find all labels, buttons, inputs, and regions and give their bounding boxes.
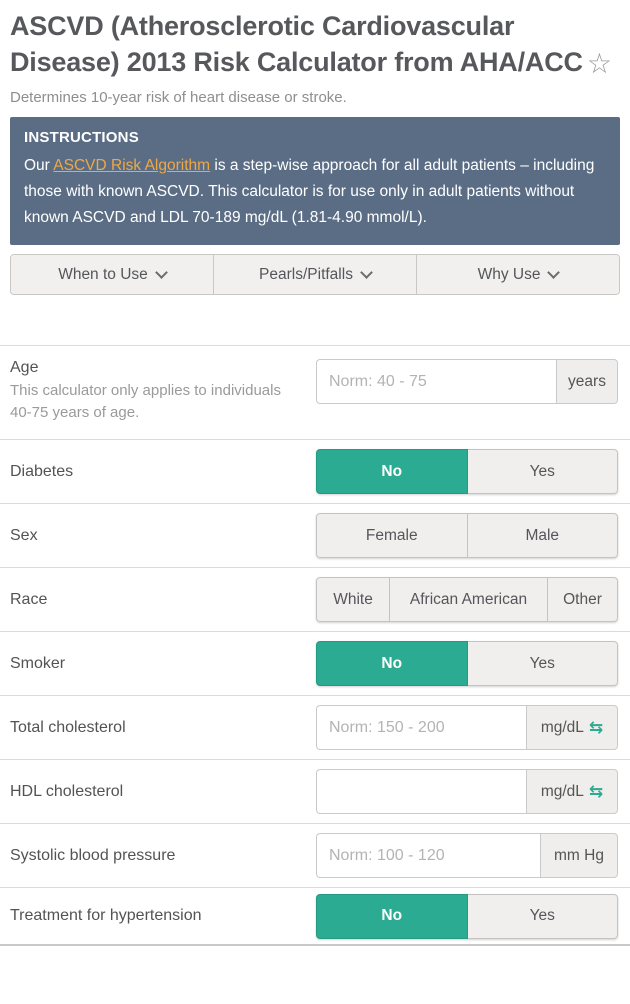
- treatment-hypertension-label: Treatment for hypertension: [10, 907, 202, 924]
- age-unit-label: years: [556, 359, 618, 404]
- hdl-cholesterol-unit-toggle[interactable]: mg/dL ⇆: [526, 769, 618, 814]
- chevron-down-icon: [154, 265, 168, 279]
- race-toggle: White African American Other: [316, 577, 618, 622]
- calculator-subtitle: Determines 10-year risk of heart disease…: [10, 89, 347, 106]
- unit-convert-icon: ⇆: [588, 717, 604, 738]
- sex-option-male[interactable]: Male: [467, 513, 618, 558]
- diabetes-toggle: No Yes: [316, 449, 618, 494]
- form-row-race: Race White African American Other: [0, 567, 630, 631]
- form-row-age: Age This calculator only applies to indi…: [0, 345, 630, 439]
- form-row-hdl-cholesterol: HDL cholesterol mg/dL ⇆: [0, 759, 630, 823]
- instructions-heading: INSTRUCTIONS: [24, 129, 139, 146]
- ascvd-algorithm-link[interactable]: ASCVD Risk Algorithm: [53, 157, 211, 174]
- unit-convert-icon: ⇆: [588, 781, 604, 802]
- tab-pearls-pitfalls[interactable]: Pearls/Pitfalls: [213, 255, 416, 294]
- smoker-option-no[interactable]: No: [316, 641, 468, 686]
- hdl-cholesterol-label: HDL cholesterol: [10, 782, 124, 800]
- age-input[interactable]: [316, 359, 556, 404]
- chevron-down-icon: [360, 265, 373, 279]
- page-title-text: ASCVD (Atherosclerotic Cardiovascular Di…: [10, 11, 583, 77]
- form-row-treatment-hypertension: Treatment for hypertension No Yes: [0, 887, 630, 944]
- sex-label: Sex: [10, 526, 38, 544]
- age-label: Age: [10, 359, 39, 376]
- age-note: This calculator only applies to individu…: [10, 382, 281, 421]
- tab-why-use[interactable]: Why Use: [416, 255, 619, 294]
- hdl-cholesterol-input[interactable]: [316, 769, 526, 814]
- favorite-star-icon[interactable]: ☆: [586, 48, 612, 79]
- tab-when-to-use[interactable]: When to Use: [11, 255, 213, 294]
- form-row-diabetes: Diabetes No Yes: [0, 439, 630, 503]
- form-row-sex: Sex Female Male: [0, 503, 630, 567]
- form-row-total-cholesterol: Total cholesterol mg/dL⇆: [0, 695, 630, 759]
- chevron-down-icon: [547, 265, 561, 279]
- tab-when-to-use-label: When to Use: [58, 265, 148, 283]
- bottom-divider: [0, 944, 630, 946]
- race-option-other[interactable]: Other: [548, 577, 618, 622]
- tab-pearls-pitfalls-label: Pearls/Pitfalls: [259, 265, 353, 283]
- systolic-bp-label: Systolic blood pressure: [10, 846, 176, 864]
- systolic-bp-input[interactable]: [316, 833, 540, 878]
- total-cholesterol-input[interactable]: [316, 705, 526, 750]
- tab-why-use-label: Why Use: [477, 265, 541, 283]
- instructions-text-after-link: is a step-wise approach for all adult pa…: [24, 157, 595, 226]
- total-cholesterol-unit-toggle[interactable]: mg/dL ⇆: [526, 705, 618, 750]
- sex-toggle: Female Male: [316, 513, 618, 558]
- treatment-hypertension-toggle: No Yes: [316, 893, 618, 939]
- calculator-form: Age This calculator only applies to indi…: [0, 345, 630, 946]
- smoker-option-yes[interactable]: Yes: [467, 641, 618, 686]
- race-option-african-american[interactable]: African American: [390, 577, 548, 622]
- diabetes-label: Diabetes: [10, 462, 74, 480]
- instructions-body: Our ASCVD Risk Algorithm is a step-wise …: [24, 153, 606, 231]
- diabetes-option-yes[interactable]: Yes: [467, 449, 618, 494]
- treatment-option-no[interactable]: No: [316, 893, 468, 939]
- smoker-toggle: No Yes: [316, 641, 618, 686]
- form-row-systolic-bp: Systolic blood pressure mm Hg: [0, 823, 630, 887]
- race-label: Race: [10, 590, 48, 608]
- systolic-bp-unit-label: mm Hg: [540, 833, 618, 878]
- smoker-label: Smoker: [10, 654, 66, 672]
- treatment-option-yes[interactable]: Yes: [467, 893, 618, 939]
- form-row-smoker: Smoker No Yes: [0, 631, 630, 695]
- instructions-text-before-link: Our: [24, 157, 54, 174]
- sex-option-female[interactable]: Female: [316, 513, 468, 558]
- race-option-white[interactable]: White: [316, 577, 390, 622]
- info-tabs: When to Use Pearls/Pitfalls Why Use: [10, 254, 620, 295]
- total-cholesterol-label: Total cholesterol: [10, 718, 126, 736]
- diabetes-option-no[interactable]: No: [316, 449, 468, 494]
- page-title: ASCVD (Atherosclerotic Cardiovascular Di…: [10, 8, 620, 82]
- instructions-box: INSTRUCTIONS Our ASCVD Risk Algorithm is…: [10, 117, 620, 245]
